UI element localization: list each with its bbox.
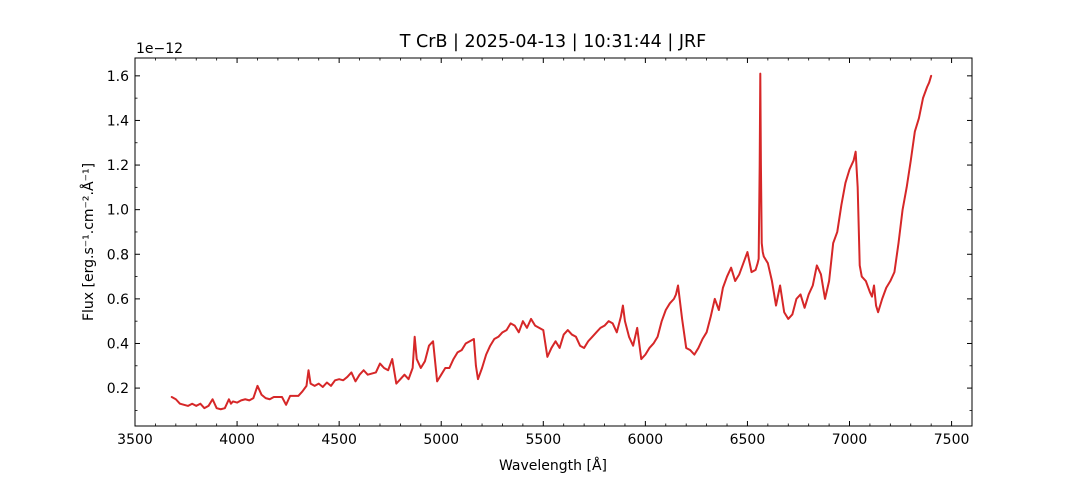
y-tick-label: 1.4	[107, 113, 129, 129]
x-tick-label: 4000	[219, 432, 255, 448]
y-offset-label: 1e−12	[136, 41, 183, 57]
y-tick-label: 0.2	[107, 381, 129, 397]
x-axis-ticks: 3500 4000 4500 5000 5500 6000 6500 7000 7500	[117, 58, 973, 448]
axes-frame	[134, 57, 973, 427]
x-tick-label: 3500	[117, 432, 153, 448]
x-tick-label: 7500	[934, 432, 970, 448]
x-tick-label: 6000	[628, 432, 664, 448]
x-tick-label: 4500	[321, 432, 357, 448]
y-axis-ticks: 0.2 0.4 0.6 0.8 1.0 1.2 1.4 1.6	[107, 69, 972, 411]
y-tick-label: 0.6	[107, 292, 129, 308]
y-tick-label: 1.6	[107, 69, 129, 85]
plot-area	[170, 72, 933, 411]
spectrum-series-line-0	[170, 72, 933, 411]
y-tick-label: 1.2	[107, 158, 129, 174]
y-tick-label: 0.8	[107, 247, 129, 263]
x-tick-label: 5500	[525, 432, 561, 448]
x-tick-label: 6500	[730, 432, 766, 448]
x-axis-label: Wavelength [Å]	[499, 457, 607, 474]
x-tick-label: 5000	[423, 432, 459, 448]
y-tick-label: 1.0	[107, 203, 129, 219]
y-tick-label: 0.4	[107, 336, 129, 352]
chart-title: T CrB | 2025-04-13 | 10:31:44 | JRF	[399, 32, 706, 52]
y-axis-label: Flux [erg.s⁻¹.cm⁻².Å⁻¹]	[80, 163, 97, 321]
x-tick-label: 7000	[832, 432, 868, 448]
